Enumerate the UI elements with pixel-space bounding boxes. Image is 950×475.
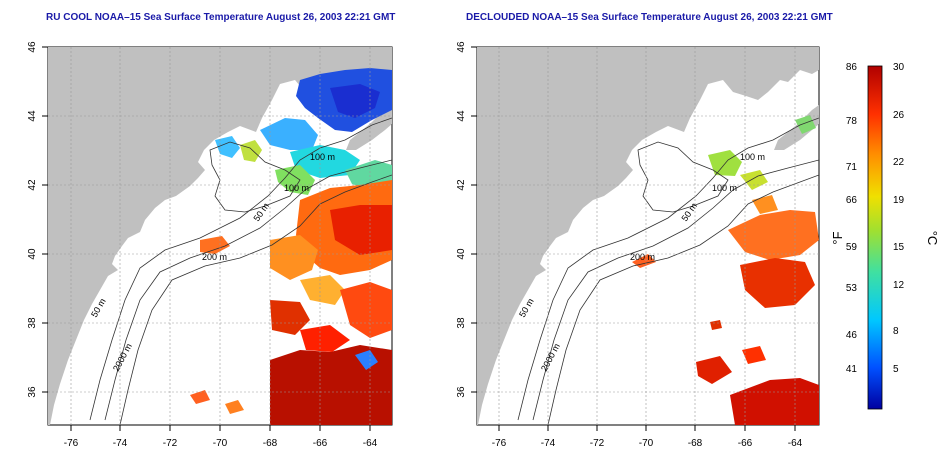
y-tick-label: 36: [27, 386, 38, 398]
celsius-label: 12: [893, 280, 905, 291]
left-ticks: [42, 46, 371, 431]
right-map: 100 m 100 m 50 m 200 m 50 m 2000 m -: [456, 41, 820, 449]
right-contour-label: 100 m: [740, 152, 765, 162]
right-map-title: DECLOUDED NOAA–15 Sea Surface Temperatur…: [466, 12, 833, 23]
colorbar: 86 78 71 66 59 53 46 41 30 26 22 19 15 1…: [830, 62, 940, 410]
right-x-axis-labels: -76 -74 -72 -70 -68 -66 -64: [492, 438, 803, 449]
left-y-axis-labels: 46 44 42 40 38 36: [27, 41, 38, 398]
fahrenheit-label: 41: [846, 364, 858, 375]
fahrenheit-label: 78: [846, 116, 858, 127]
left-sst-north: [215, 68, 392, 195]
fahrenheit-label: 71: [846, 162, 858, 173]
colorbar-gradient: [867, 65, 883, 410]
x-tick-label: -72: [163, 438, 178, 449]
fahrenheit-label: 86: [846, 62, 858, 73]
x-tick-label: -70: [639, 438, 654, 449]
right-grid: [477, 47, 819, 425]
x-tick-label: -74: [541, 438, 556, 449]
fahrenheit-unit-label: °F: [830, 231, 845, 244]
x-tick-label: -64: [363, 438, 378, 449]
y-tick-label: 40: [27, 248, 38, 260]
colorbar-celsius-labels: 30 26 22 19 15 12 8 5: [893, 62, 905, 375]
x-tick-label: -76: [64, 438, 79, 449]
x-tick-label: -74: [113, 438, 128, 449]
right-y-axis-labels: 46 44 42 40 38 36: [456, 41, 467, 398]
celsius-label: 30: [893, 62, 905, 73]
left-bathymetry-contours: [89, 117, 392, 425]
celsius-label: 22: [893, 157, 905, 168]
y-tick-label: 44: [456, 110, 467, 122]
x-tick-label: -72: [590, 438, 605, 449]
y-tick-label: 40: [456, 248, 467, 260]
right-land: [477, 47, 819, 425]
y-tick-label: 46: [456, 41, 467, 53]
right-ticks: [471, 46, 796, 431]
fahrenheit-label: 66: [846, 195, 858, 206]
left-land: [48, 47, 392, 425]
right-contour-label: 200 m: [630, 252, 655, 262]
x-tick-label: -66: [738, 438, 753, 449]
y-tick-label: 42: [456, 179, 467, 191]
right-bathymetry-contours: [517, 117, 819, 425]
left-x-axis-labels: -76 -74 -72 -70 -68 -66 -64: [64, 438, 378, 449]
x-tick-label: -64: [788, 438, 803, 449]
y-tick-label: 38: [456, 317, 467, 329]
colorbar-fahrenheit-labels: 86 78 71 66 59 53 46 41: [846, 62, 858, 375]
left-contour-label: 100 m: [310, 152, 335, 162]
y-tick-label: 38: [27, 317, 38, 329]
x-tick-label: -70: [213, 438, 228, 449]
fahrenheit-label: 46: [846, 330, 858, 341]
x-tick-label: -68: [688, 438, 703, 449]
left-map-title: RU COOL NOAA–15 Sea Surface Temperature …: [46, 12, 396, 23]
left-contour-label: 200 m: [202, 252, 227, 262]
y-tick-label: 36: [456, 386, 467, 398]
y-tick-label: 44: [27, 110, 38, 122]
fahrenheit-label: 53: [846, 283, 858, 294]
celsius-label: 15: [893, 242, 905, 253]
left-contour-label: 100 m: [284, 183, 309, 193]
left-map: 100 m 100 m 50 m 200 m 50 m 2000 m: [27, 41, 393, 449]
x-tick-label: -66: [313, 438, 328, 449]
right-contour-label: 100 m: [712, 183, 737, 193]
y-tick-label: 46: [27, 41, 38, 53]
x-tick-label: -76: [492, 438, 507, 449]
celsius-label: 19: [893, 195, 905, 206]
fahrenheit-label: 59: [846, 242, 858, 253]
x-tick-label: -68: [263, 438, 278, 449]
y-tick-label: 42: [27, 179, 38, 191]
celsius-label: 8: [893, 326, 899, 337]
left-grid: [48, 47, 392, 425]
celsius-label: 26: [893, 110, 905, 121]
celsius-label: 5: [893, 364, 899, 375]
celsius-unit-label: °C: [925, 231, 940, 246]
